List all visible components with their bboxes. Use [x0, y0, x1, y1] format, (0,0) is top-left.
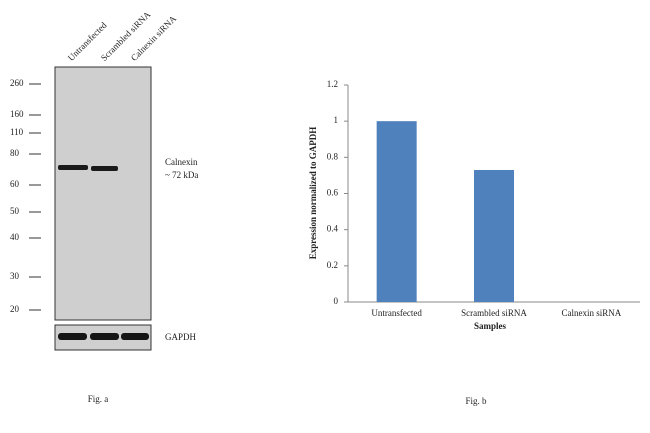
y-tick-label: 0.8 — [327, 151, 339, 161]
marker-label: 80 — [10, 148, 20, 158]
bar — [376, 121, 417, 303]
band — [58, 165, 88, 170]
marker-label: 160 — [10, 109, 24, 119]
marker-label: 110 — [10, 127, 24, 137]
y-tick-label: 0.6 — [327, 188, 339, 198]
marker-label: 50 — [10, 206, 20, 216]
band-label: ~ 72 kDa — [165, 170, 198, 180]
band — [91, 166, 118, 171]
loading-control-label: GAPDH — [165, 332, 197, 342]
marker-label: 260 — [10, 78, 24, 88]
band-label: Calnexin — [165, 157, 198, 167]
y-tick-label: 1 — [334, 115, 339, 125]
marker-label: 20 — [10, 304, 20, 314]
marker-label: 60 — [10, 179, 20, 189]
y-tick-label: 0.4 — [327, 224, 339, 234]
caption: Fig. b — [465, 396, 487, 406]
band — [58, 333, 87, 340]
band — [90, 333, 119, 340]
y-tick-label: 1.2 — [327, 79, 338, 89]
marker-label: 30 — [10, 271, 20, 281]
y-tick-label: 0.2 — [327, 260, 338, 270]
x-tick-label: Untransfected — [371, 308, 422, 318]
y-axis-title: Expression normalized to GAPDH — [308, 127, 318, 260]
band — [121, 333, 149, 340]
lane-label: Scrambled siRNA — [99, 9, 153, 63]
x-tick-label: Scrambled siRNA — [461, 308, 527, 318]
bar — [474, 169, 514, 302]
y-tick-label: 0 — [334, 296, 339, 306]
x-axis-title: Samples — [474, 321, 507, 331]
x-tick-label: Calnexin siRNA — [561, 308, 621, 318]
caption: Fig. a — [88, 394, 109, 404]
marker-label: 40 — [10, 232, 20, 242]
blot-membrane — [54, 66, 152, 321]
